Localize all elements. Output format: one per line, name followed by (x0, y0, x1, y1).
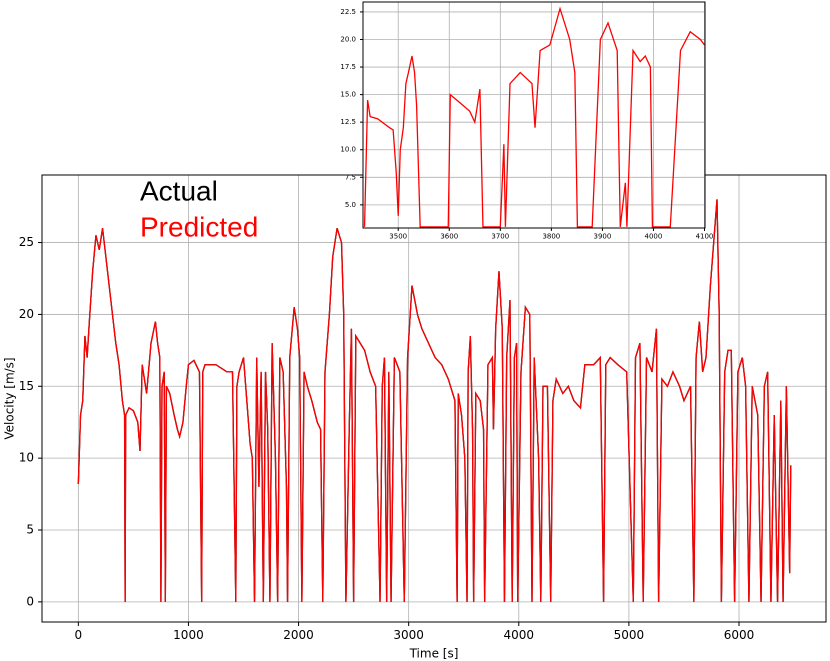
y-tick-label: 0 (26, 594, 34, 608)
x-tick-label: 3700 (491, 233, 509, 241)
x-tick-label: 6000 (724, 628, 755, 642)
x-tick-label: 3600 (440, 233, 458, 241)
legend-label: Actual (140, 175, 218, 206)
x-tick-label: 4000 (645, 233, 663, 241)
inset-chart: 3500 3600 3700 3800 3900 4000 4100 5.0 7.5 10.0 12… (340, 1, 714, 241)
axes-frame (362, 1, 706, 229)
x-tick-label: 4000 (504, 628, 535, 642)
data-line (363, 6, 705, 228)
y-tick-label: 5.0 (345, 201, 356, 209)
x-tick-label: 3900 (593, 233, 611, 241)
x-axis-label: Time [s] (409, 647, 459, 661)
y-tick-label: 10 (19, 451, 34, 465)
y-tick-label: 25 (19, 235, 34, 249)
legend-label: Predicted (140, 211, 258, 242)
y-axis-label: Velocity [m/s] (3, 357, 17, 439)
y-tick-label: 10.0 (340, 146, 356, 154)
y-tick-label: 12.5 (340, 118, 356, 126)
y-tick-label: 7.5 (345, 173, 356, 181)
y-tick-label: 20 (19, 307, 34, 321)
x-tick-label: 4100 (696, 233, 714, 241)
y-tick-label: 15 (19, 379, 34, 393)
y-tick-label: 5 (26, 523, 34, 537)
x-tick-label: 3800 (542, 233, 560, 241)
x-tick-label: 3500 (389, 233, 407, 241)
x-tick-label: 1000 (173, 628, 204, 642)
y-tick-label: 22.5 (340, 8, 356, 16)
y-tick-label: 20.0 (340, 35, 356, 43)
main-chart: 0 1000 2000 3000 4000 5000 6000 0 5 10 15 20 25 Time … (3, 174, 827, 661)
x-tick-label: 3000 (393, 628, 424, 642)
y-tick-label: 15.0 (340, 91, 356, 99)
y-tick-label: 17.5 (340, 63, 356, 71)
data-line (77, 199, 792, 602)
x-tick-label: 5000 (614, 628, 645, 642)
x-tick-label: 0 (75, 628, 83, 642)
x-tick-label: 2000 (283, 628, 314, 642)
